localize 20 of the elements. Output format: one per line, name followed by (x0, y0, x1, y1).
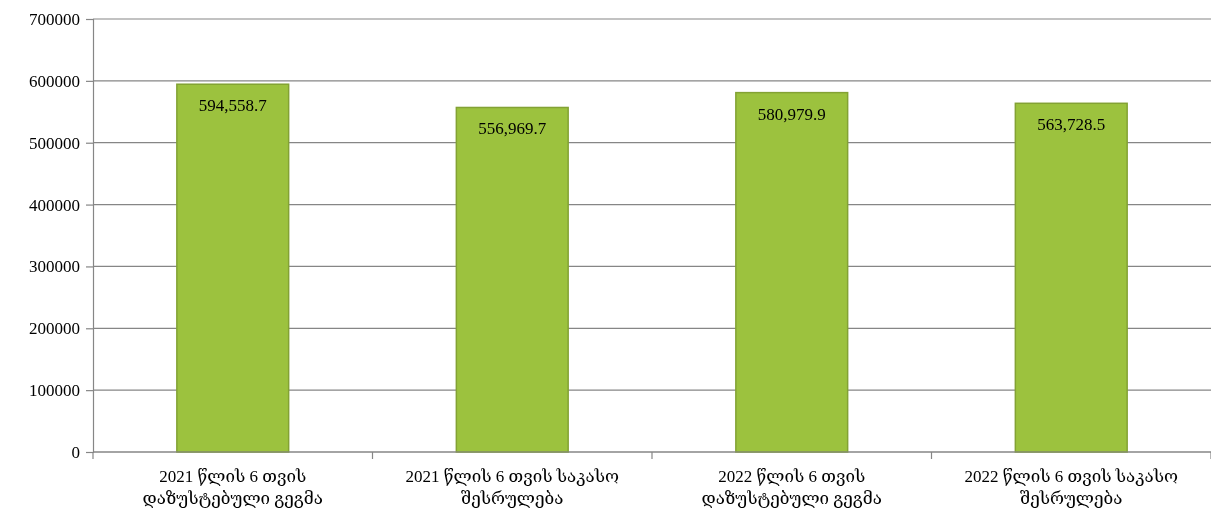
y-tick-label: 200000 (29, 319, 80, 339)
x-tick-label: 2022 წლის 6 თვის დაზუსტებული გეგმა (701, 467, 882, 509)
bar (1014, 102, 1128, 453)
data-label: 580,979.9 (757, 104, 826, 124)
data-label: 594,558.7 (198, 96, 268, 116)
data-label: 556,969.7 (478, 119, 547, 139)
x-tick-label: 2021 წლის 6 თვის საკასო შესრულება (405, 467, 620, 509)
y-tick-label: 300000 (29, 257, 80, 277)
x-tick-label: 2022 წლის 6 თვის საკასო შესრულება (964, 467, 1179, 509)
y-tick-label: 600000 (29, 71, 80, 91)
y-tick-label: 100000 (29, 381, 80, 401)
y-tick-label: 500000 (29, 133, 80, 153)
data-label: 563,728.5 (1037, 115, 1106, 135)
x-tick-label: 2021 წლის 6 თვის დაზუსტებული გეგმა (142, 467, 323, 509)
bar (455, 106, 569, 453)
y-tick-label: 400000 (29, 195, 80, 215)
y-tick-label: 0 (71, 442, 80, 462)
y-tick-label: 700000 (29, 9, 80, 29)
bar (176, 83, 290, 453)
bar (735, 91, 849, 453)
